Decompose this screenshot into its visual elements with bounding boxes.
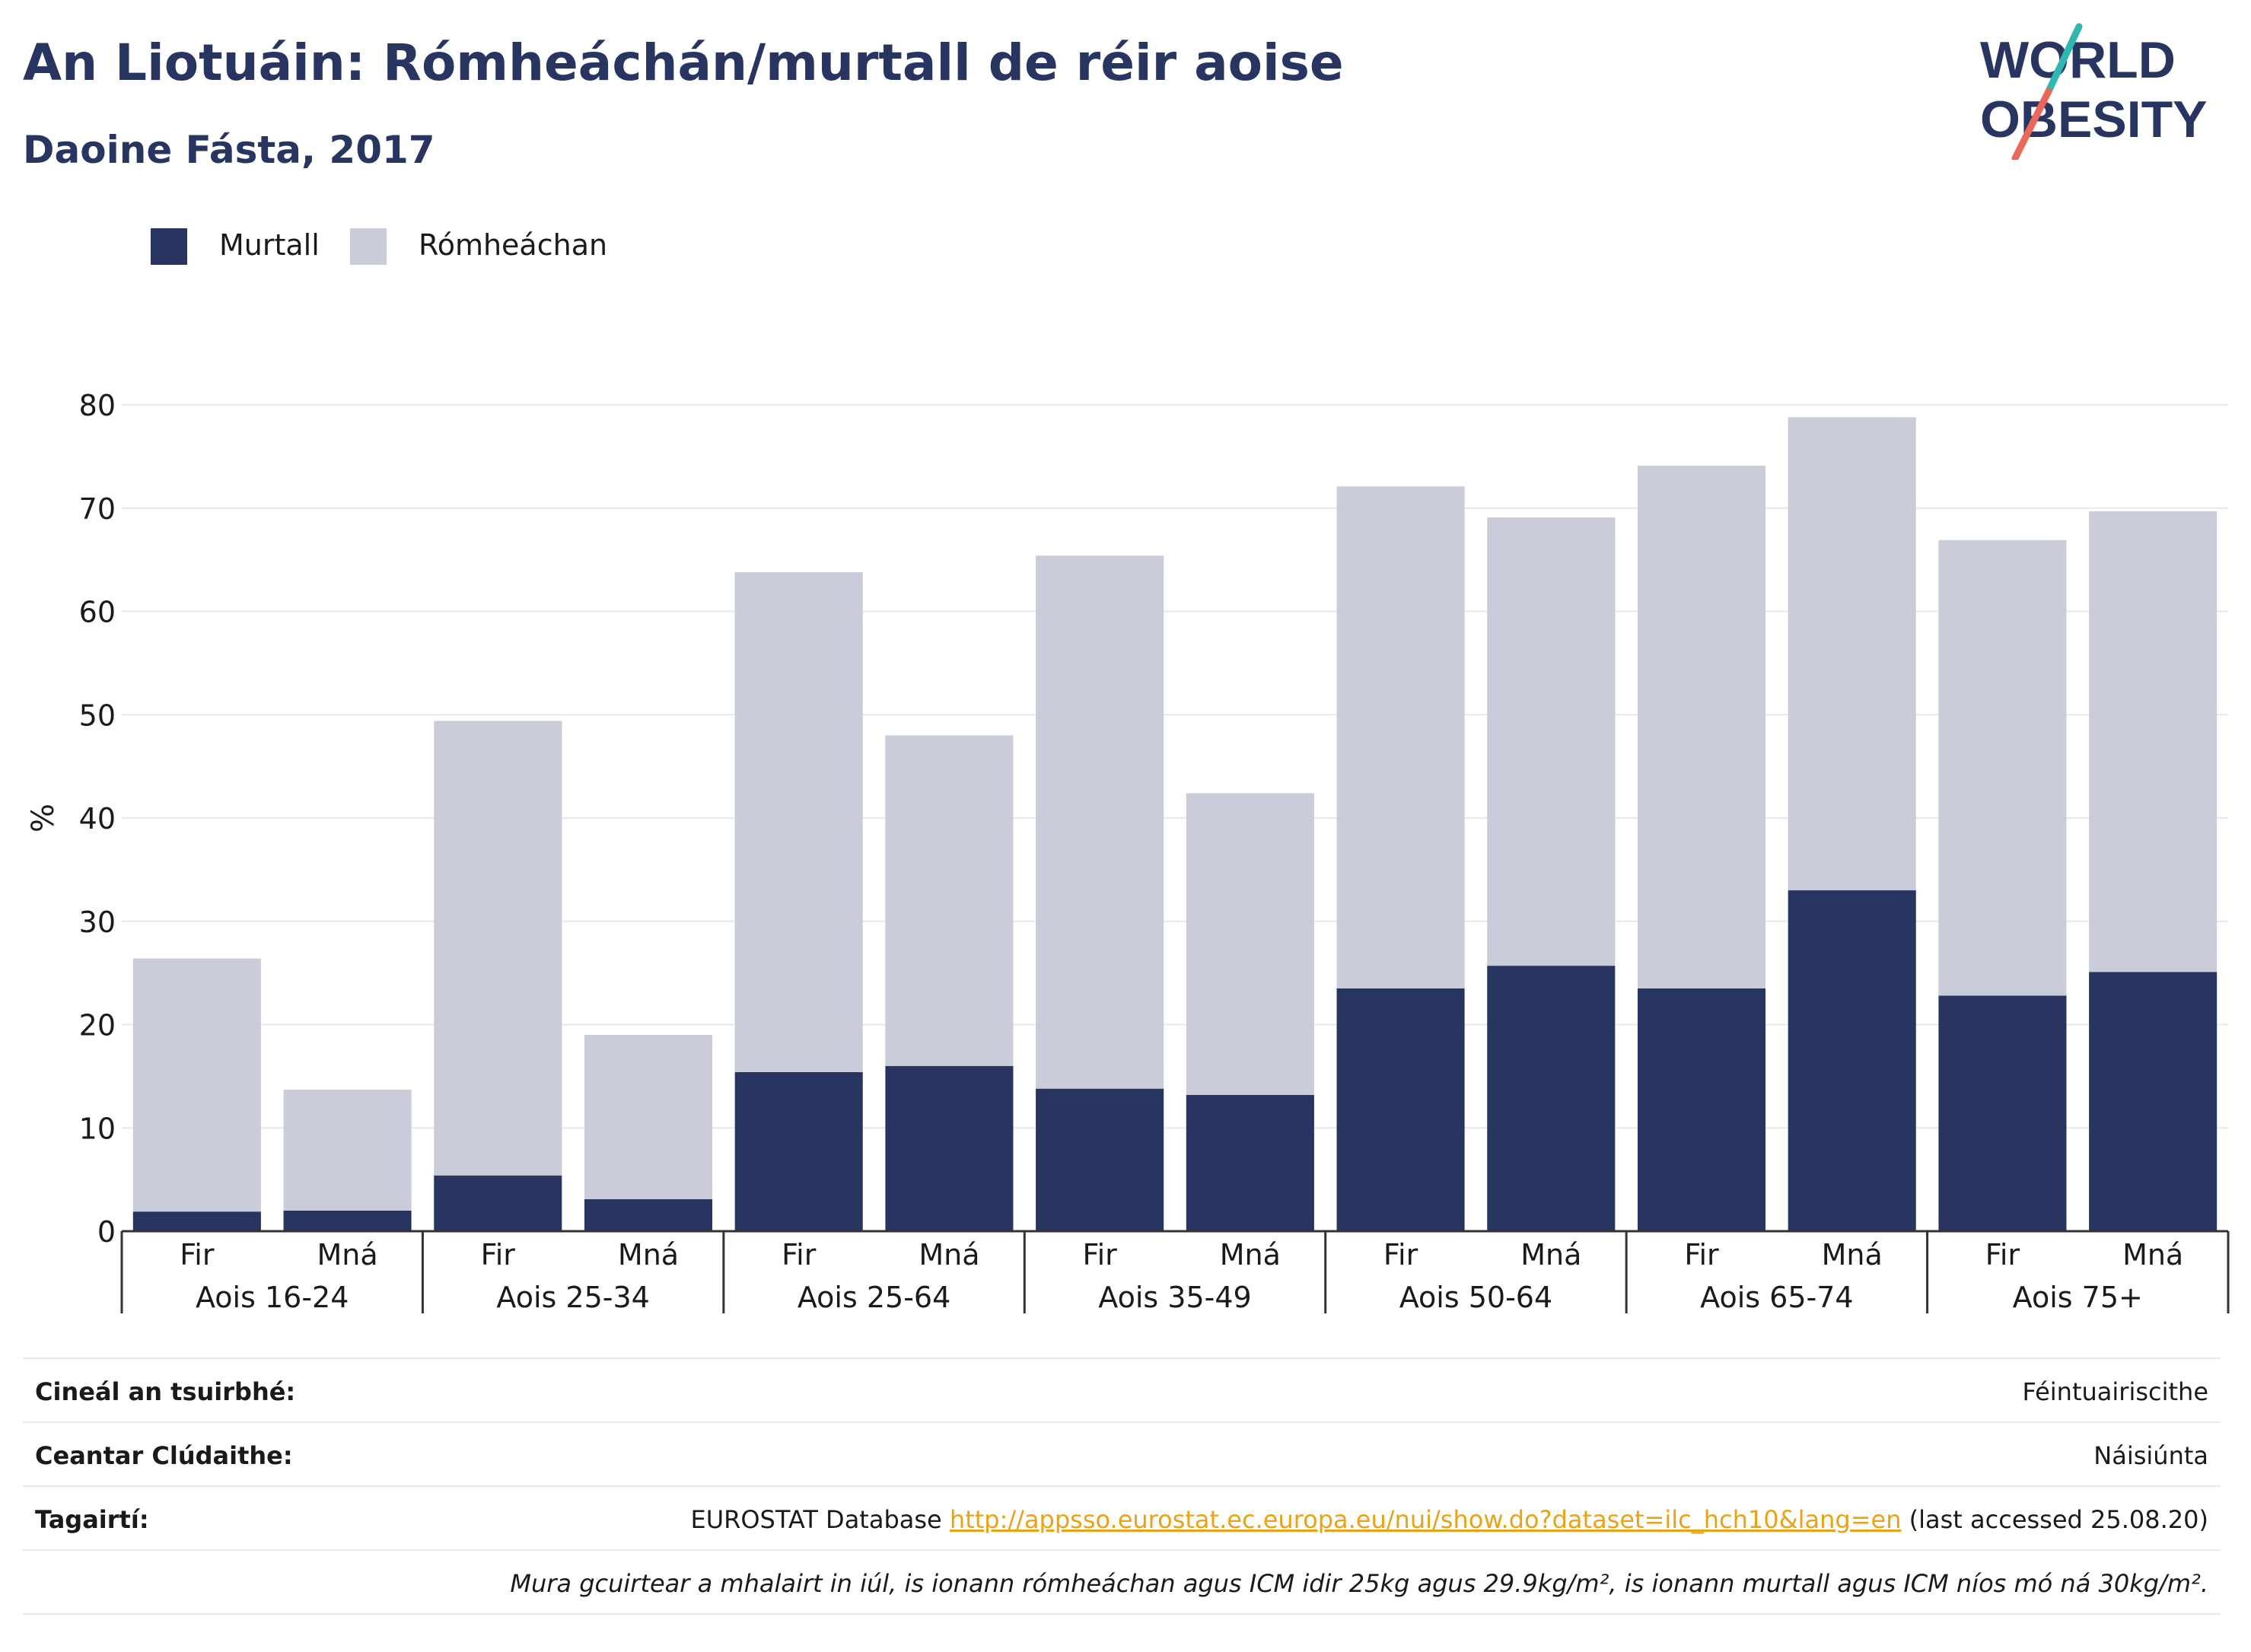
x-group-label: Aois 16-24: [196, 1281, 349, 1314]
bar-murtall: [1036, 1088, 1164, 1231]
bar-murtall: [885, 1065, 1014, 1231]
coverage-value: Náisiúnta: [2093, 1441, 2208, 1470]
y-tick-label: 10: [79, 1112, 116, 1145]
x-group-label: Aois 65-74: [1700, 1281, 1853, 1314]
bar-romheachan: [584, 1035, 713, 1199]
x-subcategory-label: Fir: [1383, 1238, 1418, 1272]
references-value: EUROSTAT Database http://appsso.eurostat…: [690, 1505, 2208, 1534]
bar-murtall: [132, 1211, 261, 1231]
bar-murtall: [283, 1210, 412, 1231]
legend-swatch-romheachan: [350, 228, 387, 265]
bar-murtall: [1637, 988, 1766, 1231]
bar-murtall: [1336, 988, 1465, 1231]
chart-subtitle: Daoine Fásta, 2017: [23, 128, 435, 172]
bar-romheachan: [1637, 466, 1766, 988]
bar-romheachan: [1186, 793, 1314, 1095]
survey-type-value: Féintuairiscithe: [2022, 1377, 2208, 1406]
bar-romheachan: [734, 571, 863, 1072]
bar-romheachan: [2089, 511, 2218, 972]
definition-note: Mura gcuirtear a mhalairt in iúl, is ion…: [510, 1569, 2208, 1598]
legend-label-romheachan: Rómheáchan: [419, 228, 608, 262]
legend-swatch-murtall: [151, 228, 187, 265]
x-subcategory-label: Fir: [1684, 1238, 1719, 1272]
x-group-label: Aois 25-64: [798, 1281, 950, 1314]
x-subcategory-label: Fir: [481, 1238, 516, 1272]
bar-romheachan: [885, 735, 1014, 1066]
bar-romheachan: [1938, 540, 2067, 996]
references-prefix: EUROSTAT Database: [690, 1505, 950, 1534]
bar-romheachan: [1487, 517, 1616, 966]
y-tick-label: 60: [79, 596, 116, 629]
x-subcategory-label: Mná: [2122, 1238, 2183, 1272]
y-tick-label: 70: [79, 492, 116, 526]
coverage-label: Ceantar Clúdaithe:: [35, 1441, 293, 1470]
x-subcategory-label: Fir: [180, 1238, 215, 1272]
x-subcategory-label: Fir: [1985, 1238, 2020, 1272]
y-tick-label: 30: [79, 906, 116, 939]
references-link[interactable]: http://appsso.eurostat.ec.europa.eu/nui/…: [949, 1505, 1902, 1534]
x-subcategory-label: Mná: [919, 1238, 979, 1272]
y-tick-label: 20: [79, 1009, 116, 1042]
bar-romheachan: [1336, 486, 1465, 988]
x-group-label: Aois 75+: [2013, 1281, 2143, 1314]
info-table: Cineál an tsuirbhé: Féintuairiscithe Cea…: [23, 1358, 2221, 1615]
bar-murtall: [2089, 972, 2218, 1231]
y-tick-label: 0: [97, 1215, 116, 1249]
x-subcategory-label: Mná: [1822, 1238, 1883, 1272]
x-group-label: Aois 35-49: [1098, 1281, 1251, 1314]
bar-romheachan: [283, 1090, 412, 1211]
bar-murtall: [1938, 995, 2067, 1231]
bar-murtall: [1186, 1094, 1314, 1231]
bar-murtall: [584, 1198, 713, 1231]
info-row-survey-type: Cineál an tsuirbhé: Féintuairiscithe: [23, 1358, 2221, 1421]
bar-romheachan: [1036, 555, 1164, 1089]
logo-line1: WORLD: [1980, 31, 2176, 89]
x-subcategory-label: Fir: [782, 1238, 817, 1272]
x-group-label: Aois 25-34: [496, 1281, 649, 1314]
bar-murtall: [1487, 966, 1616, 1231]
y-tick-label: 50: [79, 699, 116, 732]
info-row-note: Mura gcuirtear a mhalairt in iúl, is ion…: [23, 1549, 2221, 1615]
x-subcategory-label: Fir: [1083, 1238, 1118, 1272]
x-subcategory-label: Mná: [1520, 1238, 1581, 1272]
chart-title: An Liotuáin: Rómheáchán/murtall de réir …: [23, 33, 1344, 92]
bar-murtall: [1788, 890, 1916, 1231]
info-row-coverage: Ceantar Clúdaithe: Náisiúnta: [23, 1421, 2221, 1485]
bar-murtall: [434, 1175, 562, 1231]
y-axis-label: %: [26, 804, 61, 832]
x-group-label: Aois 50-64: [1399, 1281, 1552, 1314]
x-subcategory-label: Mná: [317, 1238, 377, 1272]
bar-romheachan: [434, 721, 562, 1176]
y-tick-label: 40: [79, 802, 116, 836]
survey-type-label: Cineál an tsuirbhé:: [35, 1377, 296, 1406]
bar-murtall: [734, 1071, 863, 1231]
bar-chart: 0 10 20 30 40 50 60 70 80% Fir Mná Fir Mná Fir Mná Fir M…: [26, 389, 2230, 1314]
references-label: Tagairtí:: [35, 1505, 149, 1534]
y-tick-label: 80: [79, 389, 116, 422]
references-suffix: (last accessed 25.08.20): [1901, 1505, 2208, 1534]
bar-romheachan: [132, 958, 261, 1212]
info-row-references: Tagairtí: EUROSTAT Database http://appss…: [23, 1485, 2221, 1549]
x-subcategory-label: Mná: [618, 1238, 679, 1272]
world-obesity-logo: WORLD OBESITY: [1979, 23, 2237, 162]
legend-label-murtall: Murtall: [219, 228, 320, 262]
x-subcategory-label: Mná: [1220, 1238, 1281, 1272]
logo-line2: OBESITY: [1980, 91, 2208, 148]
bar-romheachan: [1788, 417, 1916, 891]
